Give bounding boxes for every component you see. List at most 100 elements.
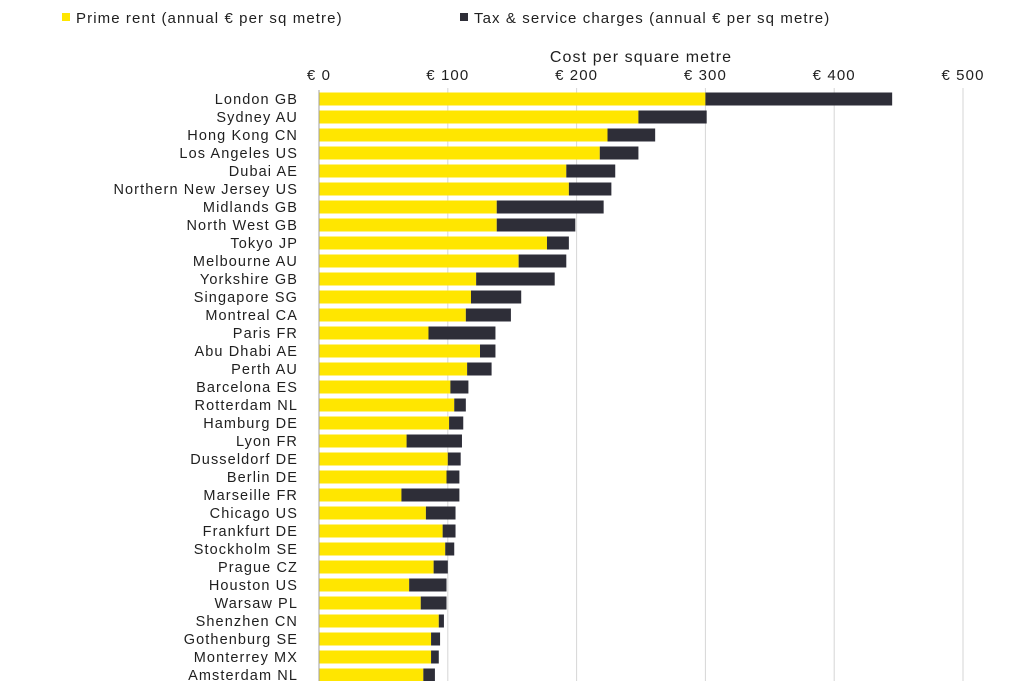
category-label: Hong Kong CN [187,128,298,144]
bar-prime-rent [319,218,497,232]
category-labels: London GB Sydney AU Hong Kong CN Los Angele… [113,92,299,684]
category-label: Gothenburg SE [184,632,298,648]
x-tick-label: € 100 [426,67,469,84]
bar-prime-rent [319,470,447,484]
bar-tax-service [401,488,460,502]
bar-tax-service [470,290,522,304]
bar-tax-service [454,398,466,412]
bar-prime-rent [319,326,429,340]
bar-prime-rent [319,200,497,214]
category-label: Abu Dhabi AE [195,344,299,360]
category-label: Sydney AU [216,110,298,126]
bar-prime-rent [319,416,450,430]
bar-tax-service [465,308,511,322]
bar-prime-rent [319,182,569,196]
bar-prime-rent [319,614,439,628]
category-label: Northern New Jersey US [113,182,298,198]
category-label: Lyon FR [236,434,298,450]
legend: Prime rent (annual € per sq metre) Tax &… [62,10,830,27]
bar-prime-rent [319,308,466,322]
category-label: North West GB [186,218,298,234]
category-label: Stockholm SE [194,542,298,558]
bar-tax-service [607,128,656,142]
bar-tax-service [568,182,612,196]
bar-prime-rent [319,380,451,394]
bar-prime-rent [319,164,567,178]
bar-prime-rent [319,236,547,250]
category-label: Singapore SG [194,290,298,306]
legend-label-tax-service: Tax & service charges (annual € per sq m… [474,10,830,27]
bar-prime-rent [319,344,480,358]
category-label: Barcelona ES [196,380,298,396]
category-label: Melbourne AU [193,254,298,270]
bar-tax-service [431,650,439,664]
legend-label-prime-rent: Prime rent (annual € per sq metre) [76,10,343,27]
x-axis-ticks: € 0 € 100 € 200 € 300 € 400 € 500 [307,67,984,84]
bar-prime-rent [319,128,608,142]
bar-tax-service [409,578,447,592]
bar-prime-rent [319,524,443,538]
category-label: Dusseldorf DE [190,452,298,468]
category-label: Perth AU [231,362,298,378]
x-axis-title: Cost per square metre [550,49,732,66]
bar-tax-service [446,470,460,484]
bar-prime-rent [319,434,407,448]
category-label: Yorkshire GB [200,272,298,288]
bar-prime-rent [319,506,426,520]
legend-swatch-tax-service [460,13,468,21]
bar-prime-rent [319,632,432,646]
category-label: Paris FR [233,326,298,342]
bar-prime-rent [319,146,600,160]
category-label: Berlin DE [227,470,298,486]
category-label: Chicago US [210,506,298,522]
category-label: Los Angeles US [179,146,298,162]
bar-tax-service [438,614,444,628]
bar-tax-service [428,326,496,340]
category-label: Amsterdam NL [188,668,298,681]
bar-tax-service [447,452,461,466]
category-label: Frankfurt DE [203,524,298,540]
category-label: Midlands GB [203,200,298,216]
bar-prime-rent [319,560,434,574]
category-label: Rotterdam NL [195,398,298,414]
x-tick-label: € 400 [813,67,856,84]
x-tick-label: € 500 [941,67,984,84]
bar-tax-service [423,668,435,682]
bar-tax-service [705,92,893,106]
bar-prime-rent [319,596,421,610]
bar-prime-rent [319,398,455,412]
bar-prime-rent [319,452,448,466]
bar-tax-service [566,164,616,178]
bar-tax-service [546,236,569,250]
bar-tax-service [442,524,456,538]
bar-tax-service [496,200,604,214]
bar-prime-rent [319,254,519,268]
bar-prime-rent [319,362,468,376]
category-label: Monterrey MX [194,650,298,666]
bar-prime-rent [319,542,446,556]
bar-tax-service [406,434,462,448]
category-label: Shenzhen CN [196,614,298,630]
category-label: Hamburg DE [203,416,298,432]
bar-tax-service [518,254,567,268]
bar-tax-service [433,560,448,574]
bar-tax-service [431,632,441,646]
bar-prime-rent [319,668,424,682]
bar-tax-service [420,596,447,610]
bar-prime-rent [319,290,471,304]
bar-tax-service [599,146,639,160]
bar-prime-rent [319,650,432,664]
category-label: Tokyo JP [230,236,298,252]
bar-tax-service [467,362,492,376]
bar-prime-rent [319,578,410,592]
bar-tax-service [476,272,555,286]
bar-prime-rent [319,272,477,286]
bars [319,92,893,682]
x-tick-label: € 200 [555,67,598,84]
bar-tax-service [496,218,576,232]
bar-tax-service [425,506,456,520]
bar-prime-rent [319,488,402,502]
category-label: Marseille FR [203,488,298,504]
